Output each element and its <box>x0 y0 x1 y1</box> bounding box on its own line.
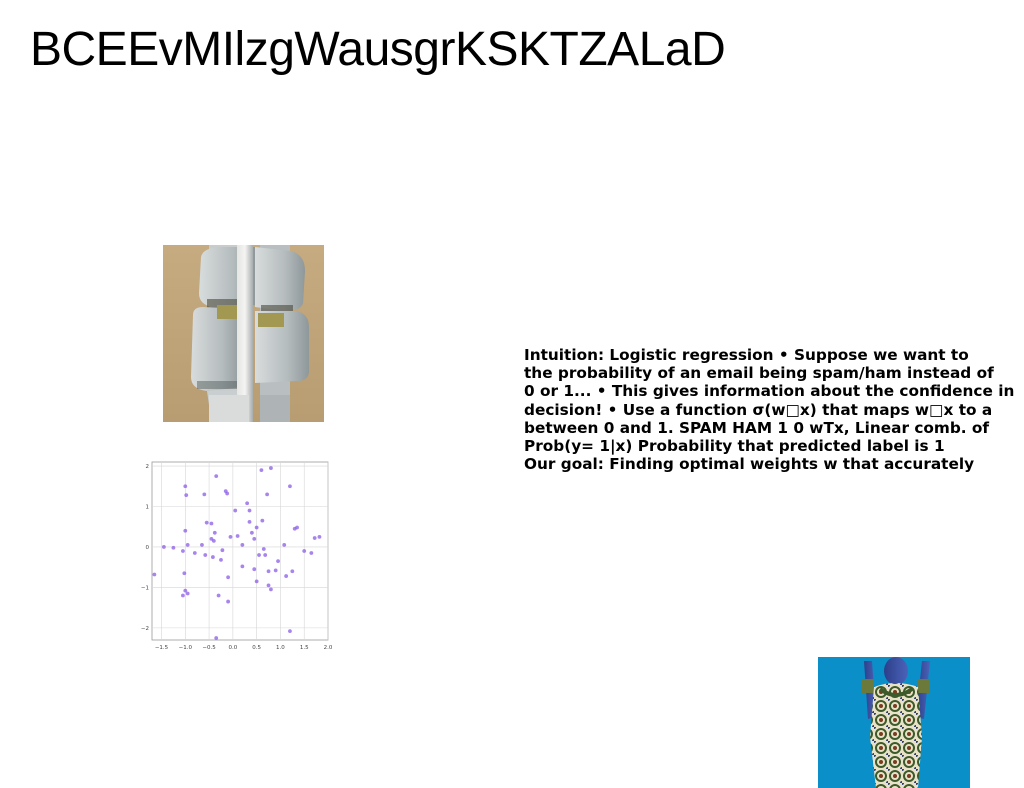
scatter-point <box>183 529 187 533</box>
text-line: the probability of an email being spam/h… <box>524 364 1022 382</box>
scatter-point <box>217 594 221 598</box>
scatter-point <box>225 492 229 496</box>
scatter-point <box>262 547 266 551</box>
scatter-point <box>248 520 252 524</box>
scatter-point <box>205 521 209 525</box>
scatter-point <box>269 588 273 592</box>
scatter-point <box>318 535 322 539</box>
x-tick-label: 2.0 <box>324 645 332 651</box>
scatter-point <box>221 548 225 552</box>
scatter-point <box>257 553 261 557</box>
scatter-point <box>233 509 237 513</box>
scatter-point <box>183 484 187 488</box>
scatter-point <box>290 569 294 573</box>
scatter-point <box>193 551 197 555</box>
scatter-point <box>214 474 218 478</box>
y-tick-label: −2 <box>141 626 149 632</box>
scatter-point <box>302 549 306 553</box>
scatter-point <box>267 583 271 587</box>
text-line: Prob(y= 1|x) Probability that predicted … <box>524 437 1022 455</box>
scatter-point <box>255 579 259 583</box>
scatter-point <box>186 543 190 547</box>
x-tick-label: −0.5 <box>202 645 216 651</box>
scatter-point <box>269 466 273 470</box>
scatter-point <box>181 549 185 553</box>
scatter-point <box>250 531 254 535</box>
text-line: Our goal: Finding optimal weights w that… <box>524 455 1022 473</box>
scatter-point <box>210 522 214 526</box>
x-tick-label: −1.5 <box>155 645 169 651</box>
scatter-plot: −1.5 −1.0 −0.5 0.0 0.5 1.0 1.5 2.0 2 1 0 −1 −2 <box>140 458 332 654</box>
scatter-point <box>276 559 280 563</box>
scatter-point <box>267 569 271 573</box>
woman-photo <box>818 657 970 788</box>
scatter-point <box>309 551 313 555</box>
scatter-point <box>211 555 215 559</box>
scatter-point <box>162 545 166 549</box>
plot-frame <box>152 462 328 640</box>
scatter-point <box>274 569 278 573</box>
x-tick-label: 1.0 <box>276 645 285 651</box>
text-line: 0 or 1... • This gives information about… <box>524 382 1022 400</box>
scatter-point <box>240 564 244 568</box>
scatter-point <box>226 600 230 604</box>
scatter-point <box>252 567 256 571</box>
scatter-point <box>186 592 190 596</box>
text-line: between 0 and 1. SPAM HAM 1 0 wTx, Linea… <box>524 419 1022 437</box>
scatter-point <box>260 468 264 472</box>
scatter-point <box>284 574 288 578</box>
scatter-point <box>245 501 249 505</box>
scatter-point <box>282 543 286 547</box>
scatter-point <box>255 526 259 530</box>
scatter-point <box>212 539 216 543</box>
scatter-point <box>214 636 218 640</box>
y-tick-label: −1 <box>141 585 149 591</box>
slide-text: Intuition: Logistic regression • Suppose… <box>524 346 1022 473</box>
scatter-point <box>202 492 206 496</box>
grid <box>152 462 328 640</box>
text-line: decision! • Use a function σ(w□x) that m… <box>524 401 1022 419</box>
scatter-point <box>236 534 240 538</box>
scatter-point <box>184 493 188 497</box>
x-tick-label: 1.5 <box>300 645 309 651</box>
scatter-point <box>203 553 207 557</box>
y-tick-label: 0 <box>146 545 150 551</box>
scatter-point <box>313 536 317 540</box>
scatter-point <box>295 526 299 530</box>
scatter-point <box>252 537 256 541</box>
page-title: BCEEvMIlzgWausgrKSKTZALaD <box>30 22 725 78</box>
scatter-point <box>240 543 244 547</box>
scatter-point <box>288 484 292 488</box>
tower-photo <box>163 245 324 422</box>
scatter-point <box>152 573 156 577</box>
scatter-point <box>181 594 185 598</box>
scatter-point <box>213 531 217 535</box>
x-tick-label: 0.5 <box>252 645 261 651</box>
scatter-point <box>260 519 264 523</box>
y-tick-label: 2 <box>146 464 150 470</box>
scatter-point <box>263 553 267 557</box>
scatter-svg: −1.5 −1.0 −0.5 0.0 0.5 1.0 1.5 2.0 2 1 0 −1 −2 <box>140 458 332 654</box>
y-tick-label: 1 <box>146 505 150 511</box>
text-line: Intuition: Logistic regression • Suppose… <box>524 346 1022 364</box>
x-tick-label: −1.0 <box>179 645 193 651</box>
scatter-point <box>226 575 230 579</box>
scatter-point <box>219 558 223 562</box>
scatter-point <box>288 629 292 633</box>
scatter-point <box>172 546 176 550</box>
scatter-point <box>248 509 252 513</box>
x-tick-label: 0.0 <box>228 645 237 651</box>
scatter-point <box>200 543 204 547</box>
scatter-point <box>182 571 186 575</box>
scatter-point <box>265 492 269 496</box>
scatter-point <box>229 535 233 539</box>
